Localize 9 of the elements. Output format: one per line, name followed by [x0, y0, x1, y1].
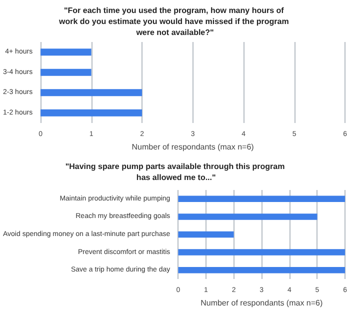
x-axis-title: Number of respondants (max n=6): [132, 142, 254, 152]
chart-title: "Having spare pump parts available through this program has allowed me to...": [65, 162, 285, 182]
x-axis-title: Number of respondants (max n=6): [200, 298, 323, 308]
chart-title: "For each time you used the program, how many hours of work do you estimate you would have missed if the program were not available?": [58, 6, 292, 37]
bar: [178, 249, 346, 256]
bar: [178, 214, 318, 220]
bar: [178, 266, 346, 274]
bar: [178, 231, 234, 238]
bar: [178, 196, 346, 202]
